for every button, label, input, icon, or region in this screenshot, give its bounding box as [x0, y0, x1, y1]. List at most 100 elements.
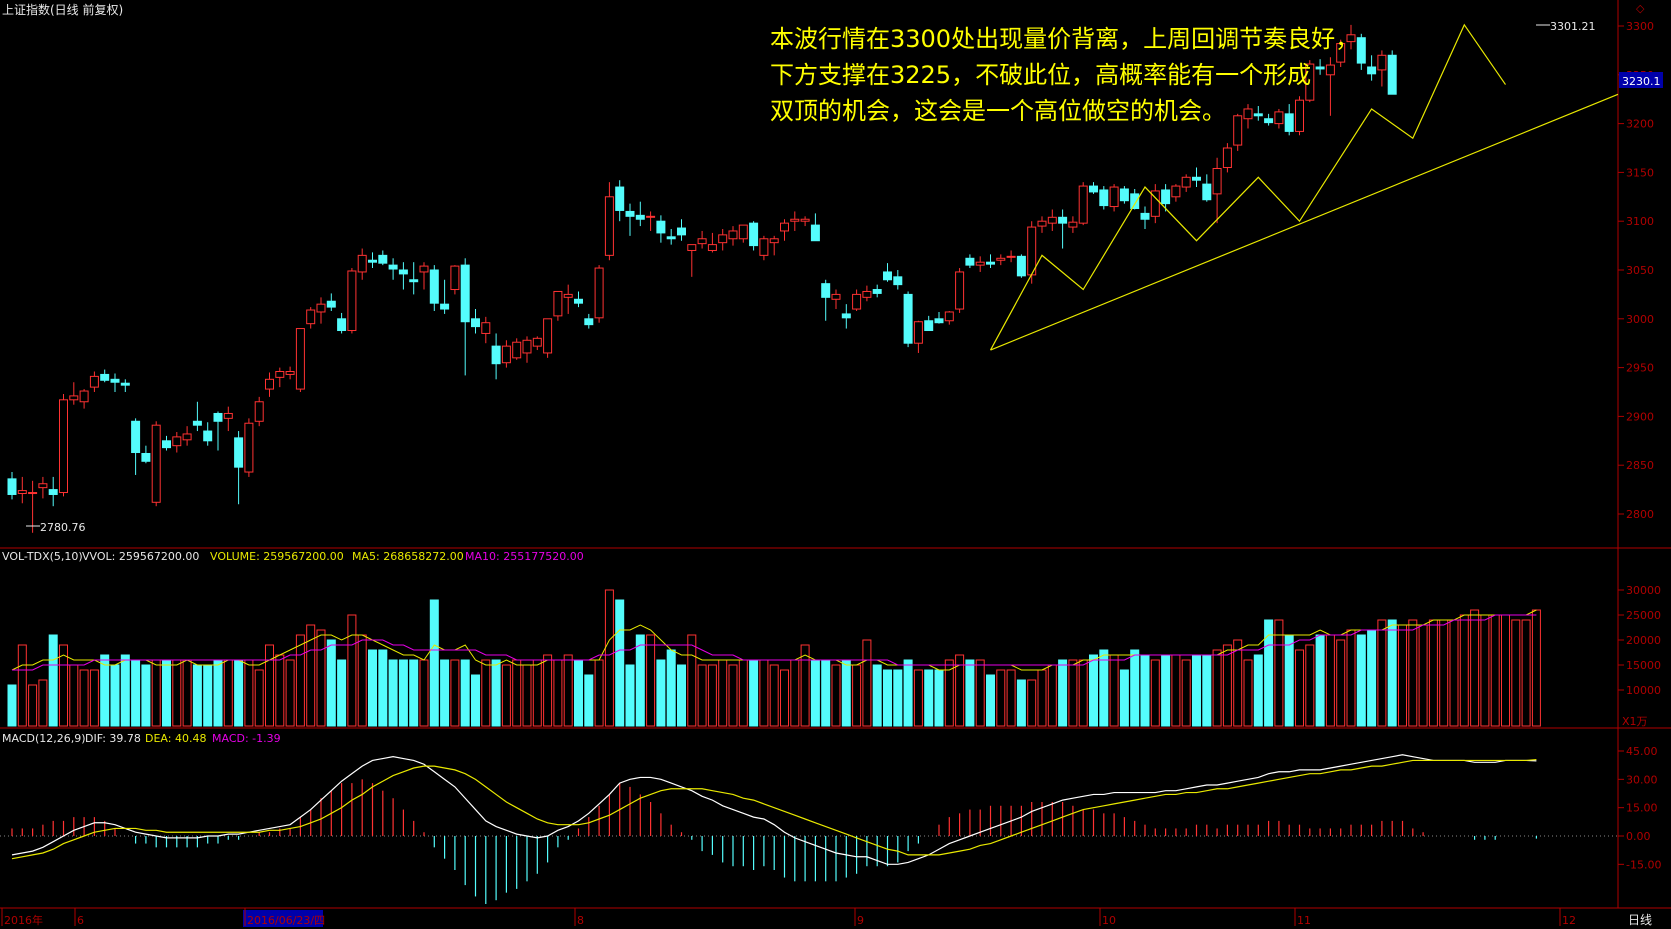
candle[interactable]	[120, 379, 130, 392]
candle[interactable]	[924, 315, 934, 332]
candle[interactable]	[790, 211, 800, 231]
candle[interactable]	[893, 270, 903, 290]
candle[interactable]	[1346, 24, 1356, 50]
candle[interactable]	[398, 262, 408, 290]
candle[interactable]	[883, 263, 892, 282]
candle[interactable]	[265, 372, 274, 397]
candle[interactable]	[1315, 59, 1325, 75]
candle[interactable]	[800, 216, 810, 227]
candle[interactable]	[955, 268, 965, 313]
candle[interactable]	[234, 431, 244, 505]
candle[interactable]	[821, 279, 831, 321]
candle[interactable]	[203, 422, 213, 446]
diamond-icon[interactable]: ◇	[1636, 2, 1645, 15]
candle[interactable]	[1130, 188, 1140, 210]
candle[interactable]	[532, 336, 542, 351]
candle[interactable]	[1387, 50, 1397, 95]
candle[interactable]	[1171, 184, 1181, 202]
candle[interactable]	[687, 244, 697, 277]
candle[interactable]	[934, 311, 944, 324]
candle[interactable]	[512, 338, 522, 360]
candle[interactable]	[440, 279, 450, 314]
candle[interactable]	[1377, 50, 1387, 87]
candle[interactable]	[1222, 143, 1232, 173]
candle[interactable]	[326, 293, 336, 311]
candle[interactable]	[1150, 184, 1160, 224]
candle[interactable]	[604, 182, 614, 261]
candle[interactable]	[862, 285, 872, 302]
candle[interactable]	[368, 252, 377, 269]
candle[interactable]	[1336, 39, 1346, 67]
candle[interactable]	[1140, 206, 1150, 230]
candle[interactable]	[192, 401, 202, 432]
candle[interactable]	[615, 180, 625, 222]
candle[interactable]	[285, 366, 295, 380]
candle[interactable]	[553, 290, 563, 321]
candle[interactable]	[1305, 60, 1315, 103]
candle[interactable]	[707, 232, 717, 253]
candle[interactable]	[450, 265, 460, 295]
period-label[interactable]: 日线	[1628, 913, 1652, 927]
candle[interactable]	[975, 256, 985, 272]
candle[interactable]	[1356, 33, 1366, 70]
candle[interactable]	[831, 289, 841, 310]
candle[interactable]	[17, 476, 27, 504]
candle[interactable]	[1161, 184, 1171, 212]
candle[interactable]	[1295, 96, 1304, 136]
candle[interactable]	[1037, 216, 1047, 233]
candle[interactable]	[131, 418, 141, 475]
candle[interactable]	[337, 312, 347, 334]
candle[interactable]	[378, 250, 388, 266]
candle[interactable]	[151, 421, 161, 507]
candle[interactable]	[625, 203, 635, 236]
candle[interactable]	[357, 248, 367, 280]
candle[interactable]	[852, 289, 862, 311]
candle[interactable]	[718, 229, 728, 251]
candle[interactable]	[223, 406, 233, 432]
candle[interactable]	[1367, 55, 1377, 81]
candle[interactable]	[38, 476, 48, 499]
candle[interactable]	[1212, 157, 1222, 224]
candle[interactable]	[1325, 57, 1335, 116]
candle[interactable]	[471, 309, 480, 334]
candle[interactable]	[1243, 104, 1253, 129]
candle[interactable]	[1078, 182, 1088, 226]
candle[interactable]	[1058, 209, 1068, 249]
candle[interactable]	[59, 393, 68, 497]
candle[interactable]	[1109, 184, 1119, 212]
candle[interactable]	[780, 219, 789, 241]
candle[interactable]	[574, 291, 583, 308]
candle[interactable]	[1192, 167, 1201, 188]
candle[interactable]	[481, 316, 491, 344]
candle[interactable]	[275, 367, 285, 388]
candle[interactable]	[965, 254, 975, 269]
candle[interactable]	[1099, 186, 1109, 210]
candle[interactable]	[89, 371, 99, 392]
candle[interactable]	[1284, 104, 1294, 136]
candle[interactable]	[100, 369, 110, 383]
volume-panel[interactable]: VOL-TDX(5,10) VVOL: 259567200.00 VOLUME:…	[2, 550, 1661, 728]
candle[interactable]	[594, 265, 604, 323]
candle[interactable]	[522, 336, 532, 363]
candlestick-series[interactable]	[7, 24, 1397, 533]
candle[interactable]	[543, 318, 553, 358]
candle[interactable]	[28, 480, 38, 533]
candle[interactable]	[1181, 174, 1191, 192]
candle[interactable]	[666, 229, 676, 245]
candle[interactable]	[1047, 209, 1057, 231]
candle[interactable]	[635, 201, 645, 227]
candle[interactable]	[728, 226, 738, 246]
price-panel[interactable]: 上证指数(日线 前复权) 330032503200315031003050300…	[2, 2, 1663, 534]
candle[interactable]	[409, 262, 419, 295]
candle[interactable]	[769, 235, 779, 256]
candle[interactable]	[213, 411, 223, 451]
candle[interactable]	[182, 426, 192, 446]
candle[interactable]	[295, 328, 305, 392]
candle[interactable]	[79, 389, 89, 409]
candle[interactable]	[429, 265, 439, 311]
candle[interactable]	[738, 224, 748, 243]
candle[interactable]	[986, 254, 995, 269]
candle[interactable]	[110, 373, 120, 392]
candle[interactable]	[749, 221, 759, 251]
